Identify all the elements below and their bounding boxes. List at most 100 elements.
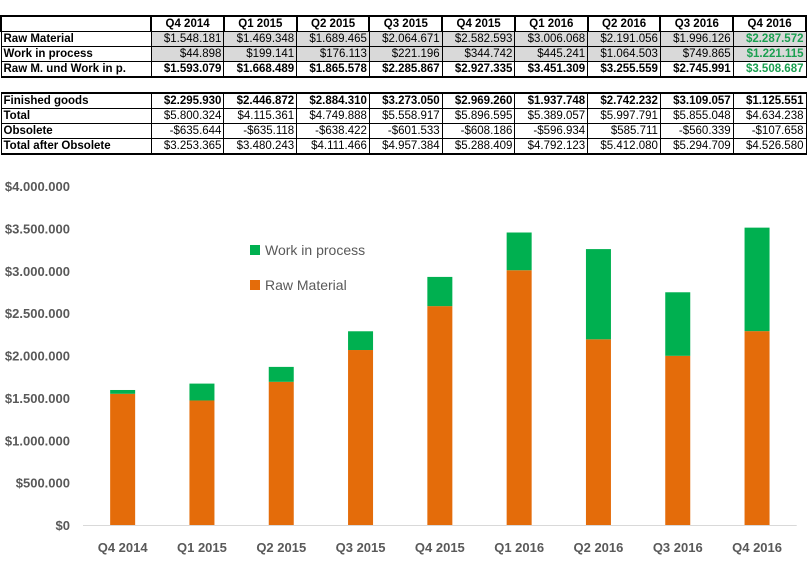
cell[interactable]: -$638.422 xyxy=(296,123,370,139)
row-label[interactable]: Raw M. und Work in p. xyxy=(0,61,152,78)
cell[interactable]: $3.508.687 xyxy=(732,61,807,78)
cell[interactable]: $4.634.238 xyxy=(732,108,807,124)
column-header[interactable]: Q4 2014 xyxy=(150,15,225,32)
cell[interactable]: $2.295.930 xyxy=(150,92,225,109)
cell[interactable]: $4.792.123 xyxy=(514,138,589,155)
cell[interactable]: $5.896.595 xyxy=(441,108,516,124)
row-label[interactable]: Obsolete xyxy=(0,123,152,139)
bar-work-in-process[interactable] xyxy=(189,383,215,401)
bar-raw-material[interactable] xyxy=(268,381,294,525)
bar-work-in-process[interactable] xyxy=(268,366,294,382)
cell[interactable]: $3.255.559 xyxy=(587,61,661,78)
cell[interactable]: $3.451.309 xyxy=(514,61,589,78)
cell[interactable]: $5.800.324 xyxy=(150,108,225,124)
cell[interactable]: $5.855.048 xyxy=(659,108,734,124)
column-header[interactable]: Q2 2015 xyxy=(295,15,371,32)
bar-work-in-process[interactable] xyxy=(427,276,453,307)
cell[interactable]: $2.064.671 xyxy=(368,31,443,47)
cell[interactable]: -$107.658 xyxy=(732,123,807,139)
cell[interactable]: $1.937.748 xyxy=(514,92,589,109)
cell[interactable]: $1.548.181 xyxy=(150,31,225,47)
bar-work-in-process[interactable] xyxy=(348,331,374,351)
cell[interactable]: $4.749.888 xyxy=(296,108,370,124)
cell[interactable]: $5.288.409 xyxy=(441,138,516,155)
cell[interactable]: $2.446.872 xyxy=(223,92,298,109)
cell[interactable]: $585.711 xyxy=(587,123,661,139)
row-label[interactable]: Total after Obsolete xyxy=(0,138,152,155)
cell[interactable]: $344.742 xyxy=(441,46,516,62)
bar-raw-material[interactable] xyxy=(427,306,453,525)
column-header[interactable]: Q4 2016 xyxy=(732,15,807,32)
cell[interactable]: $1.221.115 xyxy=(732,46,807,62)
cell[interactable]: $2.287.572 xyxy=(732,31,807,47)
cell[interactable]: $2.742.232 xyxy=(587,92,661,109)
bar-raw-material[interactable] xyxy=(189,400,215,525)
bar-raw-material[interactable] xyxy=(665,355,691,525)
cell[interactable]: $1.469.348 xyxy=(223,31,298,47)
bar-raw-material[interactable] xyxy=(110,393,136,525)
column-header[interactable]: Q3 2016 xyxy=(659,15,735,32)
cell[interactable]: $3.273.050 xyxy=(368,92,443,109)
cell[interactable]: $1.996.126 xyxy=(659,31,734,47)
row-label[interactable]: Raw Material xyxy=(0,31,152,47)
cell[interactable]: $2.927.335 xyxy=(441,61,516,78)
column-header[interactable] xyxy=(0,15,153,32)
cell[interactable]: $4.111.466 xyxy=(296,138,370,155)
cell[interactable]: $5.558.917 xyxy=(368,108,443,124)
row-label[interactable]: Total xyxy=(0,108,152,124)
column-header[interactable]: Q3 2015 xyxy=(368,15,444,32)
bar-raw-material[interactable] xyxy=(348,350,374,525)
bar-raw-material[interactable] xyxy=(744,331,770,525)
bar-work-in-process[interactable] xyxy=(744,227,770,332)
legend-label[interactable]: Raw Material xyxy=(265,277,347,293)
bar-raw-material[interactable] xyxy=(585,339,611,525)
cell[interactable]: -$635.118 xyxy=(223,123,298,139)
cell[interactable]: $4.526.580 xyxy=(732,138,807,155)
bar-work-in-process[interactable] xyxy=(585,249,611,340)
cell[interactable]: $4.957.384 xyxy=(368,138,443,155)
cell[interactable]: $2.969.260 xyxy=(441,92,516,109)
cell[interactable]: $221.196 xyxy=(368,46,443,62)
cell[interactable]: $1.125.551 xyxy=(732,92,807,109)
bar-work-in-process[interactable] xyxy=(110,389,136,394)
cell[interactable]: -$635.644 xyxy=(150,123,225,139)
cell[interactable]: $2.191.056 xyxy=(587,31,661,47)
cell[interactable]: $4.115.361 xyxy=(223,108,298,124)
cell[interactable]: -$596.934 xyxy=(514,123,589,139)
cell[interactable]: $1.064.503 xyxy=(587,46,661,62)
cell[interactable]: -$601.533 xyxy=(368,123,443,139)
bar-work-in-process[interactable] xyxy=(665,292,691,356)
cell[interactable]: $2.285.867 xyxy=(368,61,443,78)
cell[interactable]: $199.141 xyxy=(223,46,298,62)
cell[interactable]: $5.389.057 xyxy=(514,108,589,124)
cell[interactable]: $1.865.578 xyxy=(296,61,370,78)
bar-work-in-process[interactable] xyxy=(506,232,532,271)
cell[interactable]: $5.412.080 xyxy=(587,138,661,155)
cell[interactable]: $2.745.991 xyxy=(659,61,734,78)
cell[interactable]: $2.582.593 xyxy=(441,31,516,47)
cell[interactable]: $5.997.791 xyxy=(587,108,661,124)
cell[interactable]: $2.884.310 xyxy=(296,92,370,109)
cell[interactable]: -$560.339 xyxy=(659,123,734,139)
cell[interactable]: $445.241 xyxy=(514,46,589,62)
row-label[interactable]: Work in process xyxy=(0,46,152,62)
cell[interactable]: $176.113 xyxy=(296,46,370,62)
cell[interactable]: $749.865 xyxy=(659,46,734,62)
bar-raw-material[interactable] xyxy=(506,270,532,525)
column-header[interactable]: Q4 2015 xyxy=(441,15,516,32)
cell[interactable]: $3.253.365 xyxy=(150,138,225,155)
cell[interactable]: $1.593.079 xyxy=(150,61,225,78)
legend-label[interactable]: Work in process xyxy=(265,242,365,258)
column-header[interactable]: Q2 2016 xyxy=(586,15,662,32)
cell[interactable]: $1.689.465 xyxy=(296,31,370,47)
cell[interactable]: $5.294.709 xyxy=(659,138,734,155)
cell[interactable]: $3.480.243 xyxy=(223,138,298,155)
cell[interactable]: $3.006.068 xyxy=(514,31,589,47)
cell[interactable]: $3.109.057 xyxy=(659,92,734,109)
column-header[interactable]: Q1 2016 xyxy=(513,15,589,32)
cell[interactable]: $1.668.489 xyxy=(223,61,298,78)
row-label[interactable]: Finished goods xyxy=(0,92,152,109)
cell[interactable]: $44.898 xyxy=(150,46,225,62)
column-header[interactable]: Q1 2015 xyxy=(222,15,298,32)
cell[interactable]: -$608.186 xyxy=(441,123,516,139)
